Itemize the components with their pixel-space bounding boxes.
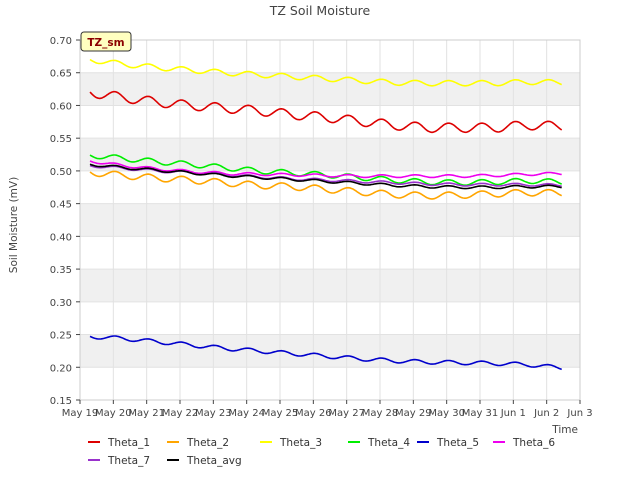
series-layer [89, 58, 563, 371]
y-axis-ticks: 0.15 0.20 0.25 0.30 0.35 0.40 0.45 0.50 0.55 0.60… [50, 36, 80, 407]
y-axis-label: Soil Moisture (mV) [8, 177, 20, 273]
x-axis-label: Time [551, 424, 578, 436]
y-tick-label: 0.50 [50, 167, 72, 178]
legend: Theta_1 Theta_2 Theta_3 Theta_4 Theta_5 Theta… [88, 437, 555, 467]
y-tick-label: 0.40 [50, 232, 72, 243]
x-tick-label: May 27 [328, 408, 365, 419]
background-band [80, 72, 580, 106]
y-tick-label: 0.60 [50, 101, 72, 112]
y-tick-label: 0.70 [50, 36, 72, 47]
x-tick-label: May 23 [195, 408, 232, 419]
x-tick-label: May 29 [395, 408, 432, 419]
background-band [80, 138, 580, 171]
series-line-theta-avg [89, 163, 562, 190]
x-tick-label: May 20 [95, 408, 132, 419]
dataset-badge-text: TZ_sm [87, 37, 124, 49]
x-tick-label: Jun 2 [533, 408, 559, 419]
plot-background-bands [80, 40, 580, 400]
x-tick-label: May 22 [162, 408, 199, 419]
background-band [80, 40, 580, 73]
legend-label: Theta_1 [107, 437, 150, 449]
legend-label: Theta_6 [512, 437, 555, 449]
x-tick-label: May 24 [228, 408, 265, 419]
legend-label: Theta_4 [367, 437, 410, 449]
legend-label: Theta_avg [186, 455, 242, 467]
y-tick-label: 0.65 [50, 69, 72, 80]
background-band [80, 367, 580, 400]
x-tick-label: May 26 [295, 408, 332, 419]
dataset-badge: TZ_sm [80, 31, 132, 52]
y-tick-label: 0.20 [50, 363, 72, 374]
grid-lines [79, 39, 581, 401]
x-tick-label: May 31 [462, 408, 499, 419]
y-tick-label: 0.30 [50, 298, 72, 309]
x-tick-label: May 28 [362, 408, 399, 419]
background-band [80, 334, 580, 368]
legend-label: Theta_3 [279, 437, 322, 449]
x-tick-label: May 19 [62, 408, 99, 419]
background-band [80, 301, 580, 335]
series-line-theta-5 [89, 335, 562, 371]
y-tick-label: 0.25 [50, 331, 72, 342]
series-line-theta-2 [89, 170, 563, 200]
series-line-theta-6 [89, 160, 562, 179]
legend-label: Theta_7 [107, 455, 150, 467]
x-tick-label: May 30 [428, 408, 465, 419]
background-band [80, 236, 580, 270]
background-band [80, 269, 580, 302]
legend-label: Theta_5 [436, 437, 479, 449]
series-line-theta-3 [89, 58, 563, 87]
dataset-badge-box [80, 31, 132, 52]
x-tick-label: Jun 1 [500, 408, 526, 419]
background-band [80, 203, 580, 237]
x-tick-label: Jun 3 [566, 408, 592, 419]
y-tick-label: 0.35 [50, 265, 72, 276]
y-tick-label: 0.55 [50, 134, 72, 145]
legend-label: Theta_2 [186, 437, 229, 449]
y-tick-label: 0.15 [50, 396, 72, 407]
series-line-theta-1 [89, 90, 563, 134]
x-tick-label: May 21 [128, 408, 165, 419]
plot-frame [79, 39, 581, 401]
chart-title: TZ Soil Moisture [269, 3, 371, 18]
y-tick-label: 0.45 [50, 200, 72, 211]
x-tick-label: May 25 [262, 408, 299, 419]
